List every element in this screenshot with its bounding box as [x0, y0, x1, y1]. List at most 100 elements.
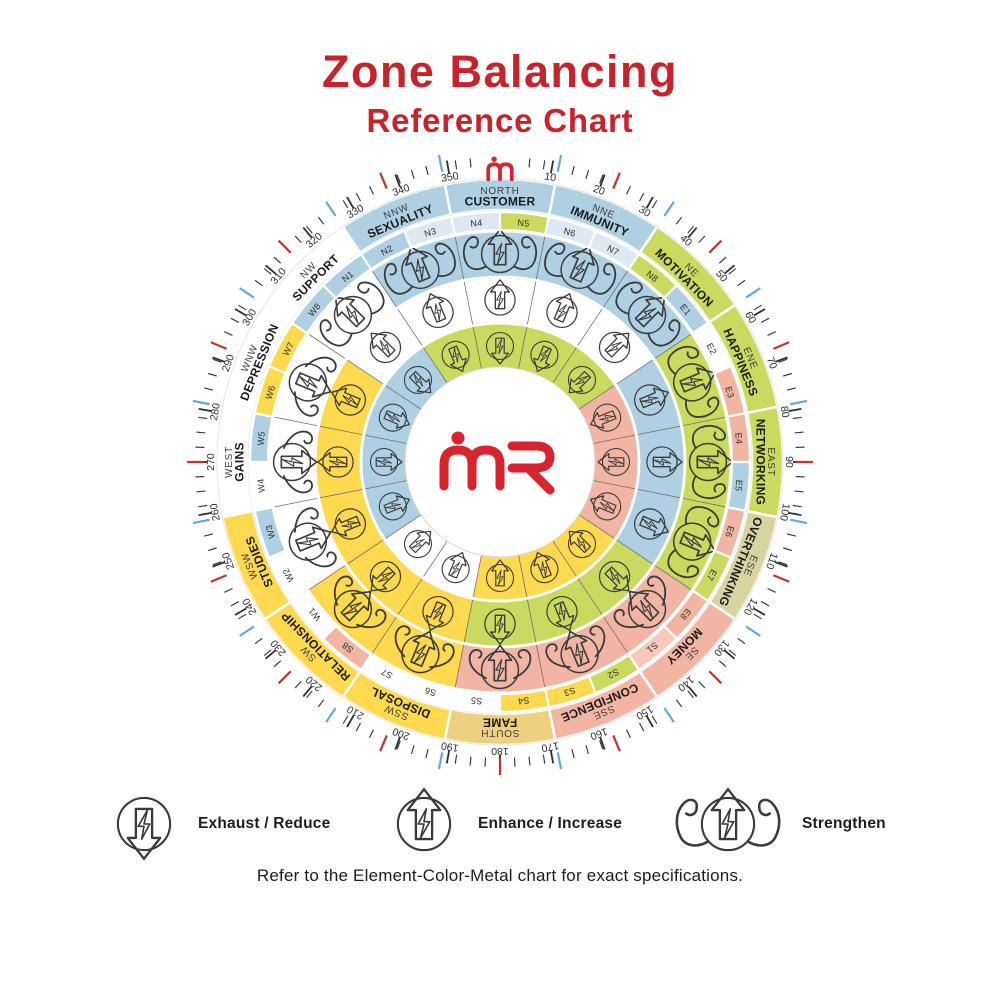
- code-label-n5: N5: [517, 218, 530, 229]
- code-label-w5: W5: [255, 431, 266, 446]
- degree-tick: [454, 754, 458, 764]
- degree-tick: [273, 256, 282, 264]
- degree-label-200: 200: [391, 725, 412, 742]
- degree-tick: [355, 722, 361, 732]
- legend: Exhaust / Reduce Enhance / Increase Stre…: [0, 778, 1000, 864]
- degree-tick: [396, 740, 401, 750]
- degree-tick: [263, 649, 272, 656]
- degree-tick: [198, 511, 212, 517]
- degree-tick: [210, 574, 227, 583]
- enhance-icon: [384, 784, 464, 864]
- degree-label-100: 100: [777, 503, 792, 522]
- degree-label-290: 290: [220, 353, 237, 374]
- degree-tick: [212, 561, 222, 566]
- degree-tick: [599, 174, 604, 184]
- title-line-1: Zone Balancing: [321, 46, 679, 97]
- degree-tick: [265, 264, 277, 275]
- degree-tick: [783, 547, 793, 552]
- degree-tick: [788, 407, 802, 413]
- degree-tick: [234, 308, 247, 317]
- degree-tick: [192, 518, 210, 525]
- degree-tick: [794, 431, 804, 434]
- degree-tick: [238, 613, 247, 620]
- degree-tick: [230, 601, 240, 607]
- degree-tick: [346, 196, 355, 209]
- code-label-s4: S4: [517, 695, 530, 706]
- degree-tick: [234, 607, 247, 616]
- degree-tick: [760, 601, 770, 607]
- degree-label-270: 270: [205, 453, 217, 471]
- degree-tick: [317, 699, 325, 708]
- degree-tick: [379, 735, 388, 752]
- degree-tick: [663, 201, 675, 217]
- degree-tick: [239, 625, 255, 637]
- degree-label-340: 340: [391, 182, 412, 199]
- degree-label-20: 20: [591, 183, 606, 198]
- degree-tick: [753, 607, 766, 616]
- degree-tick: [687, 685, 698, 697]
- degree-tick: [783, 372, 793, 377]
- degree-tick: [773, 574, 790, 583]
- center-logo-r: [507, 441, 555, 495]
- code-label-s3: S3: [563, 685, 577, 698]
- degree-tick: [723, 264, 735, 275]
- degree-tick: [238, 304, 247, 311]
- degree-tick: [192, 399, 210, 406]
- degree-tick: [302, 227, 313, 239]
- degree-tick: [698, 235, 706, 244]
- degree-tick: [425, 166, 429, 176]
- degree-tick: [723, 649, 735, 660]
- degree-tick: [294, 680, 302, 689]
- degree-tick: [549, 750, 555, 764]
- degree-tick: [753, 613, 762, 620]
- legend-item-exhaust: Exhaust / Reduce: [104, 784, 330, 864]
- degree-tick: [207, 547, 217, 552]
- degree-tick: [325, 707, 337, 723]
- degree-label-60: 60: [742, 309, 758, 325]
- degree-tick: [294, 235, 302, 244]
- degree-tick: [437, 154, 444, 172]
- degree-tick: [277, 239, 292, 254]
- code-label-s6: S6: [423, 685, 437, 698]
- degree-tick: [556, 154, 563, 172]
- code-label-e2: E2: [705, 341, 719, 356]
- degree-tick: [204, 533, 214, 537]
- compass-label-west: WEST: [224, 446, 235, 478]
- degree-tick: [224, 588, 233, 593]
- degree-tick: [528, 756, 531, 766]
- degree-tick: [198, 504, 208, 508]
- degree-tick: [599, 174, 606, 187]
- code-label-e4: E4: [733, 432, 744, 445]
- strengthen-icon: [668, 784, 788, 864]
- degree-label-190: 190: [440, 739, 459, 754]
- degree-tick: [645, 196, 654, 209]
- degree-tick: [212, 561, 225, 568]
- degree-tick: [265, 649, 277, 660]
- code-label-w4: W4: [255, 478, 266, 493]
- code-label-w3: W3: [264, 523, 278, 539]
- wheel-cells: N4 N5N6N7N8E1E2E3E4E5E6E7E8S1S2S3S4S5S6S7…: [187, 154, 813, 775]
- degree-tick: [454, 160, 458, 170]
- degree-tick: [687, 225, 694, 234]
- band-inner-edge: [247, 209, 753, 715]
- degree-tick: [369, 729, 374, 738]
- code-label-s7: S7: [379, 667, 394, 681]
- footer-note: Refer to the Element-Color-Metal chart f…: [256, 866, 744, 885]
- degree-tick: [273, 660, 282, 668]
- degree-tick: [651, 200, 658, 209]
- degree-tick: [745, 625, 761, 637]
- code-label-e3: E3: [723, 385, 736, 399]
- ring-separator: [313, 275, 687, 649]
- compass-label-south: SOUTH: [481, 727, 520, 738]
- degree-tick: [342, 200, 349, 209]
- degree-tick: [210, 341, 227, 350]
- degree-tick: [198, 407, 212, 413]
- degree-label-90: 90: [783, 456, 795, 468]
- degree-tick: [718, 660, 727, 668]
- degree-tick: [379, 172, 388, 189]
- degree-tick: [585, 745, 590, 755]
- zone-label-networking: NETWORKING: [754, 419, 768, 505]
- degree-label-70: 70: [764, 356, 779, 371]
- degree-tick: [599, 737, 606, 750]
- legend-item-strengthen: Strengthen: [668, 784, 886, 864]
